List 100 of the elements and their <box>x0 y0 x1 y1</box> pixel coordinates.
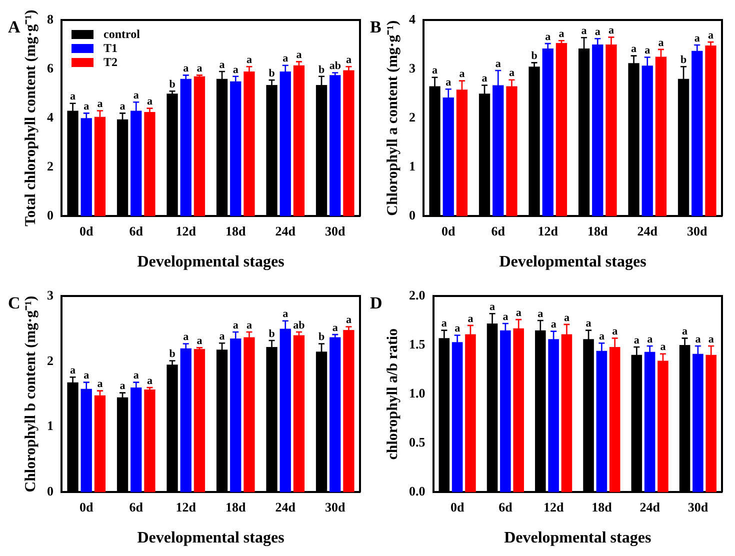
data-label: b <box>318 331 325 344</box>
data-label: a <box>644 44 651 57</box>
x-tick-label: 6d <box>491 223 506 238</box>
data-label: a <box>441 318 448 330</box>
x-tick-label: 12d <box>543 499 564 514</box>
x-tick-label: 18d <box>226 223 247 238</box>
x-tick-label: 6d <box>129 499 144 514</box>
y-tick-label: 1.5 <box>409 336 426 352</box>
data-label: a <box>508 67 515 80</box>
y-axis-title: Total chlorophyll content (mg·g⁻¹) <box>22 10 39 226</box>
y-tick-label: 4 <box>409 11 416 26</box>
data-label: b <box>531 50 538 62</box>
data-label: ab <box>293 319 305 332</box>
x-tick-label: 24d <box>637 223 658 238</box>
data-label: b <box>268 67 275 80</box>
data-label: a <box>468 312 474 325</box>
bar <box>556 43 568 216</box>
legend-label: T1 <box>104 41 118 56</box>
data-label: a <box>446 76 452 89</box>
data-label: b <box>169 78 176 90</box>
data-label: a <box>586 318 592 330</box>
y-tick-label: 1.0 <box>409 385 426 400</box>
data-label: a <box>196 62 203 75</box>
y-tick-label: 2 <box>47 352 54 368</box>
data-label: a <box>146 96 153 108</box>
data-label: a <box>232 319 239 332</box>
legend-label: control <box>104 27 141 42</box>
y-tick-label: 8 <box>47 11 54 26</box>
x-axis-title: Developmental stages <box>499 254 646 271</box>
chart-title: D <box>370 293 382 312</box>
y-tick-label: 0 <box>47 484 54 499</box>
x-tick-label: 6d <box>129 223 144 238</box>
x-tick-label: 18d <box>226 499 247 514</box>
x-tick-label: 0d <box>442 223 456 238</box>
y-tick-label: 0 <box>409 208 416 223</box>
data-label: a <box>133 90 140 102</box>
data-label: a <box>694 32 700 44</box>
data-label: a <box>454 322 461 335</box>
x-tick-label: 30d <box>325 223 346 238</box>
data-label: a <box>232 64 239 76</box>
bar <box>180 78 192 216</box>
bar <box>330 337 341 492</box>
y-axis-title: chlorophyll a/b ratio <box>384 328 401 460</box>
data-label: a <box>631 43 638 56</box>
bar <box>144 390 156 492</box>
data-label: b <box>680 54 687 66</box>
data-label: a <box>608 24 614 37</box>
data-label: a <box>647 333 654 346</box>
data-label: a <box>332 322 338 334</box>
data-label: a <box>545 30 552 43</box>
x-tick-label: 24d <box>640 499 661 514</box>
data-label: a <box>660 341 666 354</box>
data-label: a <box>708 333 714 346</box>
y-tick-label: 1 <box>409 158 416 174</box>
x-tick-label: 30d <box>687 223 708 238</box>
data-label: a <box>246 54 252 66</box>
data-label: a <box>594 26 601 38</box>
data-label: a <box>246 319 252 332</box>
data-label: a <box>296 49 302 62</box>
x-axis-title: Developmental stages <box>137 530 284 547</box>
data-label: a <box>97 98 104 110</box>
data-label: a <box>658 36 664 49</box>
data-label: a <box>490 301 496 313</box>
data-label: a <box>598 330 605 342</box>
x-tick-label: 12d <box>176 499 197 514</box>
bar <box>705 46 716 216</box>
y-tick-label: 6 <box>47 60 54 76</box>
data-label: a <box>282 308 289 320</box>
bar <box>194 348 206 492</box>
y-tick-label: 2 <box>409 109 416 124</box>
data-label: a <box>183 331 190 344</box>
y-tick-label: 4 <box>47 109 54 124</box>
data-label: a <box>612 326 618 338</box>
data-label: a <box>196 335 203 348</box>
x-tick-label: 0d <box>80 499 94 514</box>
bar <box>144 112 156 216</box>
y-axis-title: Chlorophyll a content (mg·g⁻¹) <box>384 20 401 216</box>
data-label: ab <box>329 60 341 72</box>
data-label: b <box>318 64 325 76</box>
data-label: a <box>120 380 126 392</box>
chart-title: B <box>370 17 382 36</box>
data-label: a <box>482 72 488 85</box>
data-label: a <box>282 52 289 65</box>
data-label: a <box>432 64 438 77</box>
y-tick-label: 3 <box>409 60 416 76</box>
chart-title: A <box>8 17 21 36</box>
data-label: a <box>219 58 226 71</box>
data-label: a <box>558 28 565 40</box>
bar <box>293 65 305 216</box>
chart-title: C <box>8 293 20 312</box>
x-tick-label: 12d <box>538 223 559 238</box>
data-label: a <box>502 310 509 323</box>
y-tick-label: 2 <box>47 158 54 174</box>
y-tick-label: 0.0 <box>409 484 426 499</box>
data-label: a <box>634 334 640 346</box>
data-label: a <box>495 58 502 70</box>
data-label: b <box>268 328 275 340</box>
x-tick-label: 30d <box>325 499 346 514</box>
bar <box>194 76 206 216</box>
bar <box>343 70 354 216</box>
